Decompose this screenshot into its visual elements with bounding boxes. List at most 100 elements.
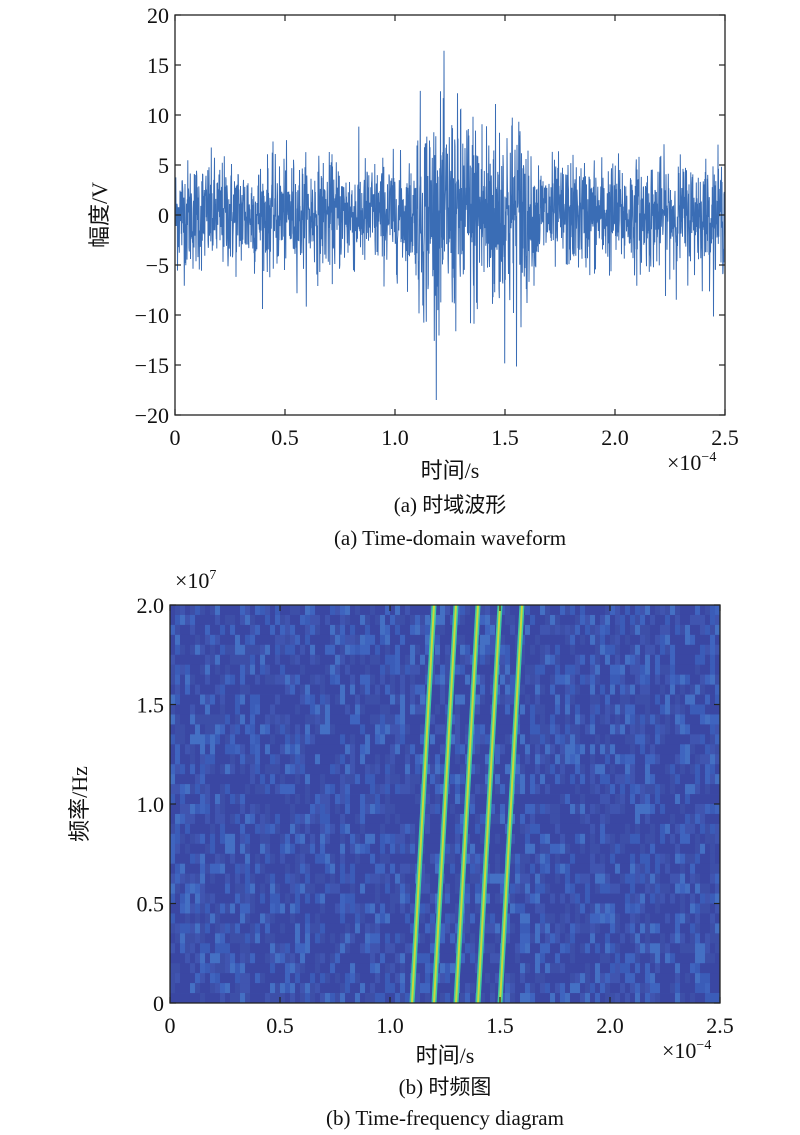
spectrogram-cell <box>550 614 556 626</box>
spectrogram-cell <box>560 983 566 994</box>
spectrogram-cell <box>345 744 351 755</box>
spectrogram-cell <box>555 863 561 875</box>
spectrogram-cell <box>215 873 221 884</box>
spectrogram-cell <box>230 774 236 785</box>
spectrogram-cell <box>230 953 236 964</box>
spectrogram-cell <box>390 883 396 894</box>
spectrogram-cell <box>420 724 426 735</box>
spectrogram-cell <box>430 694 436 705</box>
spectrogram-cell <box>170 664 176 676</box>
spectrogram-cell <box>650 963 656 974</box>
spectrogram-cell <box>710 724 716 735</box>
spectrogram-cell <box>210 993 216 1004</box>
spectrogram-cell <box>220 983 226 994</box>
spectrogram-cell <box>365 923 371 934</box>
spectrogram-cell <box>400 893 406 904</box>
spectrogram-cell <box>325 973 331 984</box>
spectrogram-cell <box>555 764 561 775</box>
spectrogram-cell <box>175 674 181 685</box>
spectrogram-cell <box>300 923 306 934</box>
spectrogram-cell <box>530 614 536 626</box>
spectrogram-cell <box>470 943 476 954</box>
spectrogram-cell <box>190 605 196 616</box>
spectrogram-cell <box>655 744 661 755</box>
spectrogram-cell <box>640 804 646 815</box>
spectrogram-cell <box>465 873 471 884</box>
spectrogram-cell <box>685 794 691 805</box>
spectrogram-cell <box>220 923 226 934</box>
spectrogram-cell <box>630 654 636 666</box>
spectrogram-cell <box>565 943 571 954</box>
spectrogram-cell <box>665 784 671 795</box>
spectrogram-cell <box>485 764 491 775</box>
spectrogram-cell <box>565 883 571 894</box>
spectrogram-cell <box>265 634 271 646</box>
spectrogram-cell <box>520 804 526 815</box>
spectrogram-cell <box>265 674 271 685</box>
spectrogram-cell <box>600 963 606 974</box>
spectrogram-cell <box>500 784 506 795</box>
spectrogram-cell <box>395 843 401 855</box>
spectrogram-cell <box>600 784 606 795</box>
spectrogram-cell <box>365 863 371 875</box>
spectrogram-cell <box>190 684 196 695</box>
spectrogram-cell <box>235 634 241 646</box>
spectrogram-cell <box>285 624 291 636</box>
spectrogram-cell <box>265 784 271 795</box>
spectrogram-cell <box>305 734 311 745</box>
spectrogram-cell <box>185 993 191 1004</box>
spectrogram-cell <box>595 823 601 835</box>
spectrogram-cell <box>520 833 526 845</box>
spectrogram-cell <box>415 784 421 795</box>
spectrogram-cell <box>365 605 371 616</box>
spectrogram-cell <box>250 953 256 964</box>
spectrogram-cell <box>555 784 561 795</box>
spectrogram-cell <box>665 993 671 1004</box>
spectrogram-cell <box>570 833 576 845</box>
spectrogram-cell <box>715 943 721 954</box>
spectrogram-cell <box>300 664 306 676</box>
spectrogram-cell <box>180 644 186 656</box>
spectrogram-cell <box>695 714 701 725</box>
spectrogram-cell <box>170 644 176 656</box>
spectrogram-cell <box>645 943 651 954</box>
spectrogram-cell <box>715 734 721 745</box>
spectrogram-cell <box>395 863 401 875</box>
spectrogram-cell <box>560 804 566 815</box>
spectrogram-cell <box>605 873 611 884</box>
spectrogram-cell <box>710 644 716 656</box>
spectrogram-cell <box>435 704 441 715</box>
spectrogram-cell <box>470 933 476 944</box>
spectrogram-cell <box>555 923 561 934</box>
spectrogram-cell <box>340 694 346 705</box>
spectrogram-cell <box>660 943 666 954</box>
spectrogram-cell <box>620 933 626 944</box>
spectrogram-cell <box>365 764 371 775</box>
spectrogram-cell <box>540 823 546 835</box>
spectrogram-cell <box>350 983 356 994</box>
spectrogram-cell <box>540 734 546 745</box>
spectrogram-cell <box>335 883 341 894</box>
spectrogram-cell <box>605 694 611 705</box>
spectrogram-cell <box>270 734 276 745</box>
spectrogram-cell <box>535 694 541 705</box>
spectrogram-cell <box>535 813 541 825</box>
spectrogram-cell <box>635 993 641 1004</box>
spectrogram-cell <box>455 794 461 805</box>
spectrogram-cell <box>290 664 296 676</box>
spectrogram-cell <box>640 903 646 914</box>
spectrogram-cell <box>550 943 556 954</box>
spectrogram-cell <box>630 664 636 676</box>
spectrogram-cell <box>505 804 511 815</box>
spectrogram-cell <box>380 853 386 865</box>
spectrogram-cell <box>505 993 511 1004</box>
spectrogram-cell <box>195 764 201 775</box>
spectrogram-cell <box>215 863 221 875</box>
spectrogram-cell <box>615 774 621 785</box>
spectrogram-cell <box>560 605 566 616</box>
spectrogram-cell <box>195 983 201 994</box>
spectrogram-cell <box>205 624 211 636</box>
spectrogram-cell <box>195 794 201 805</box>
spectrogram-cell <box>295 943 301 954</box>
spectrogram-cell <box>220 813 226 825</box>
